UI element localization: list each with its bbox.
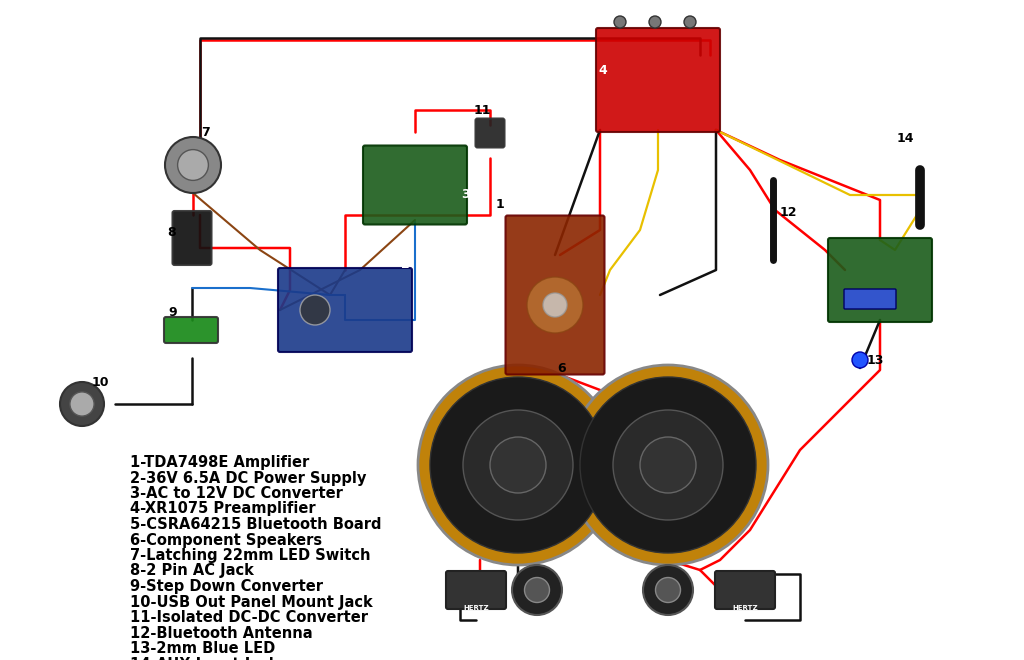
Text: 6: 6 (558, 362, 566, 374)
FancyBboxPatch shape (844, 289, 896, 309)
FancyBboxPatch shape (506, 216, 604, 374)
Text: 3: 3 (461, 189, 469, 201)
Text: 11: 11 (473, 104, 490, 117)
Text: 4: 4 (599, 63, 607, 77)
Text: 14: 14 (896, 131, 913, 145)
FancyBboxPatch shape (278, 268, 412, 352)
Text: 8: 8 (168, 226, 176, 240)
Text: 9: 9 (169, 306, 177, 319)
Circle shape (524, 578, 550, 603)
FancyBboxPatch shape (362, 145, 467, 224)
Text: 4-XR1075 Preamplifier: 4-XR1075 Preamplifier (130, 502, 315, 517)
Circle shape (613, 410, 723, 520)
FancyBboxPatch shape (164, 317, 218, 343)
Circle shape (430, 377, 606, 553)
Circle shape (177, 150, 209, 180)
Text: 5: 5 (886, 224, 894, 236)
Circle shape (852, 352, 868, 368)
Text: 5-CSRA64215 Bluetooth Board: 5-CSRA64215 Bluetooth Board (130, 517, 382, 532)
Circle shape (527, 277, 583, 333)
Circle shape (568, 365, 768, 565)
Text: 2-36V 6.5A DC Power Supply: 2-36V 6.5A DC Power Supply (130, 471, 367, 486)
Circle shape (512, 565, 562, 615)
Circle shape (165, 137, 221, 193)
Text: 11-Isolated DC-DC Converter: 11-Isolated DC-DC Converter (130, 610, 368, 625)
Circle shape (614, 16, 626, 28)
Circle shape (60, 382, 104, 426)
FancyBboxPatch shape (828, 238, 932, 322)
Text: 3-AC to 12V DC Converter: 3-AC to 12V DC Converter (130, 486, 343, 501)
FancyBboxPatch shape (715, 571, 775, 609)
Circle shape (463, 410, 573, 520)
FancyBboxPatch shape (596, 28, 720, 132)
Circle shape (649, 16, 662, 28)
Text: 1: 1 (496, 199, 505, 211)
Text: 2: 2 (400, 259, 410, 271)
Text: 9-Step Down Converter: 9-Step Down Converter (130, 579, 323, 594)
FancyBboxPatch shape (475, 119, 505, 147)
Text: HERTZ: HERTZ (463, 605, 488, 611)
Text: 8-2 Pin AC Jack: 8-2 Pin AC Jack (130, 564, 254, 579)
FancyBboxPatch shape (172, 211, 212, 265)
Text: 10: 10 (91, 376, 109, 389)
Circle shape (640, 437, 696, 493)
Circle shape (490, 437, 546, 493)
Text: 7-Latching 22mm LED Switch: 7-Latching 22mm LED Switch (130, 548, 371, 563)
Text: 1-TDA7498E Amplifier: 1-TDA7498E Amplifier (130, 455, 309, 470)
Text: 10-USB Out Panel Mount Jack: 10-USB Out Panel Mount Jack (130, 595, 373, 609)
Circle shape (70, 392, 94, 416)
Text: HERTZ: HERTZ (732, 605, 758, 611)
Text: 13: 13 (866, 354, 884, 366)
Circle shape (543, 293, 567, 317)
Circle shape (418, 365, 618, 565)
Circle shape (580, 377, 756, 553)
Text: 13-2mm Blue LED: 13-2mm Blue LED (130, 641, 275, 656)
Text: 6-Component Speakers: 6-Component Speakers (130, 533, 323, 548)
Ellipse shape (300, 295, 330, 325)
FancyBboxPatch shape (446, 571, 506, 609)
Text: 7: 7 (201, 127, 209, 139)
Circle shape (655, 578, 681, 603)
Circle shape (684, 16, 696, 28)
Text: 12: 12 (779, 205, 797, 218)
Text: 14-AUX Input Jack: 14-AUX Input Jack (130, 657, 279, 660)
Circle shape (643, 565, 693, 615)
Text: 12-Bluetooth Antenna: 12-Bluetooth Antenna (130, 626, 312, 640)
